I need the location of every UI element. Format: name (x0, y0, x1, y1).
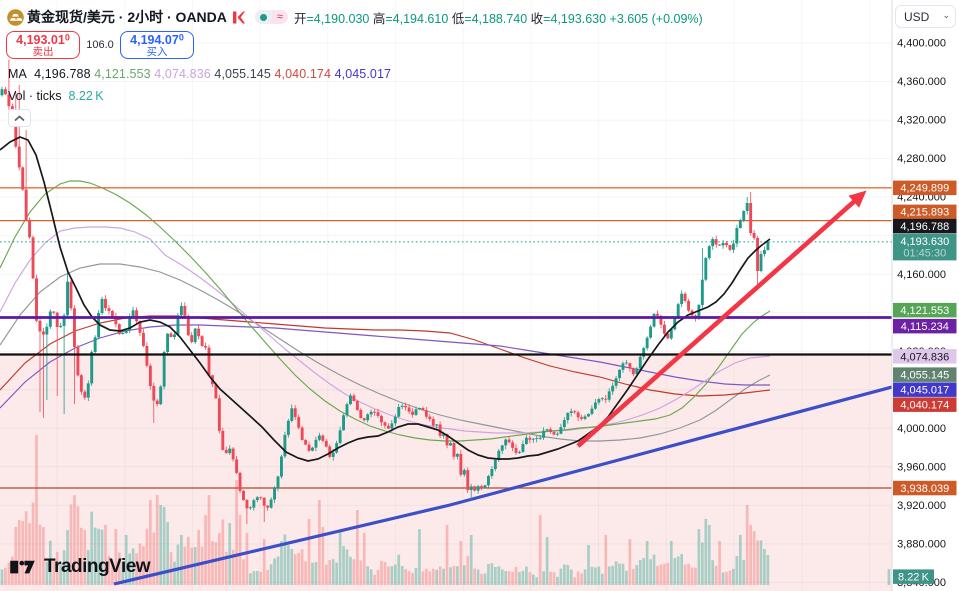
svg-text:4,249.899: 4,249.899 (900, 183, 949, 195)
svg-text:3,920.000: 3,920.000 (897, 500, 946, 512)
svg-text:4,193.630: 4,193.630 (900, 236, 949, 248)
svg-text:4,360.000: 4,360.000 (897, 76, 946, 88)
svg-text:4,055.145: 4,055.145 (900, 370, 949, 382)
svg-text:4,045.017: 4,045.017 (900, 385, 949, 397)
svg-text:01:45:30: 01:45:30 (903, 248, 946, 260)
svg-text:4,400.000: 4,400.000 (897, 38, 946, 50)
svg-text:4,196.788: 4,196.788 (900, 221, 949, 233)
svg-text:4,160.000: 4,160.000 (897, 269, 946, 281)
svg-text:4,121.553: 4,121.553 (900, 305, 949, 317)
svg-text:3,938.039: 3,938.039 (900, 483, 949, 495)
svg-text:3,960.000: 3,960.000 (897, 461, 946, 473)
svg-text:4,074.836: 4,074.836 (900, 351, 949, 363)
svg-text:3,880.000: 3,880.000 (897, 539, 946, 551)
svg-text:4,115.234: 4,115.234 (901, 321, 949, 333)
svg-text:4,280.000: 4,280.000 (897, 153, 946, 165)
svg-text:4,040.174: 4,040.174 (900, 400, 949, 412)
svg-text:4,320.000: 4,320.000 (897, 115, 946, 127)
svg-text:8.22 K: 8.22 K (898, 572, 930, 584)
svg-text:4,000.000: 4,000.000 (897, 423, 946, 435)
svg-text:4,215.893: 4,215.893 (900, 207, 949, 219)
